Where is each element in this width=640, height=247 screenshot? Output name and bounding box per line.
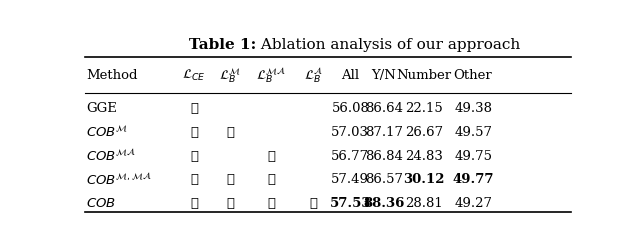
Text: 56.77: 56.77 — [332, 150, 369, 163]
Text: 57.03: 57.03 — [332, 126, 369, 139]
Text: $COB^{\mathcal{M},\mathcal{M}\mathcal{A}}$: $COB^{\mathcal{M},\mathcal{M}\mathcal{A}… — [86, 172, 152, 188]
Text: Number: Number — [396, 69, 451, 82]
Text: $COB^{\mathcal{M}\mathcal{A}}$: $COB^{\mathcal{M}\mathcal{A}}$ — [86, 148, 136, 164]
Text: 49.38: 49.38 — [454, 102, 492, 115]
Text: ✓: ✓ — [226, 197, 234, 210]
Text: 28.81: 28.81 — [405, 197, 443, 210]
Text: $COB^{\mathcal{M}}$: $COB^{\mathcal{M}}$ — [86, 125, 129, 140]
Text: Table 1:: Table 1: — [189, 38, 256, 52]
Text: $\mathcal{L}_B^{\mathcal{A}}$: $\mathcal{L}_B^{\mathcal{A}}$ — [304, 65, 323, 85]
Text: ✓: ✓ — [226, 173, 234, 186]
Text: ✓: ✓ — [226, 126, 234, 139]
Text: 86.57: 86.57 — [365, 173, 403, 186]
Text: ✓: ✓ — [309, 197, 317, 210]
Text: All: All — [341, 69, 360, 82]
Text: 86.64: 86.64 — [365, 102, 403, 115]
Text: ✓: ✓ — [190, 150, 198, 163]
Text: 87.17: 87.17 — [365, 126, 403, 139]
Text: $\mathcal{L}_{CE}$: $\mathcal{L}_{CE}$ — [182, 68, 206, 83]
Text: ✓: ✓ — [190, 102, 198, 115]
Text: $\mathcal{L}_B^{\mathcal{M}\mathcal{A}}$: $\mathcal{L}_B^{\mathcal{M}\mathcal{A}}$ — [256, 65, 286, 85]
Text: ✓: ✓ — [267, 173, 275, 186]
Text: 49.57: 49.57 — [454, 126, 492, 139]
Text: GGE: GGE — [86, 102, 117, 115]
Text: Method: Method — [86, 69, 138, 82]
Text: ✓: ✓ — [267, 150, 275, 163]
Text: Other: Other — [454, 69, 492, 82]
Text: 86.84: 86.84 — [365, 150, 403, 163]
Text: $COB$: $COB$ — [86, 197, 116, 210]
Text: 24.83: 24.83 — [404, 150, 443, 163]
Text: 30.12: 30.12 — [403, 173, 444, 186]
Text: 56.08: 56.08 — [332, 102, 369, 115]
Text: 22.15: 22.15 — [405, 102, 443, 115]
Text: ✓: ✓ — [267, 197, 275, 210]
Text: 57.53: 57.53 — [330, 197, 371, 210]
Text: 49.75: 49.75 — [454, 150, 492, 163]
Text: 57.49: 57.49 — [332, 173, 369, 186]
Text: ✓: ✓ — [190, 126, 198, 139]
Text: ✓: ✓ — [190, 197, 198, 210]
Text: $\mathcal{L}_B^{\mathcal{M}}$: $\mathcal{L}_B^{\mathcal{M}}$ — [219, 66, 241, 85]
Text: Y/N: Y/N — [372, 69, 397, 82]
Text: 49.27: 49.27 — [454, 197, 492, 210]
Text: ✓: ✓ — [190, 173, 198, 186]
Text: 49.77: 49.77 — [452, 173, 494, 186]
Text: 26.67: 26.67 — [404, 126, 443, 139]
Text: 88.36: 88.36 — [364, 197, 404, 210]
Text: Ablation analysis of our approach: Ablation analysis of our approach — [256, 38, 520, 52]
